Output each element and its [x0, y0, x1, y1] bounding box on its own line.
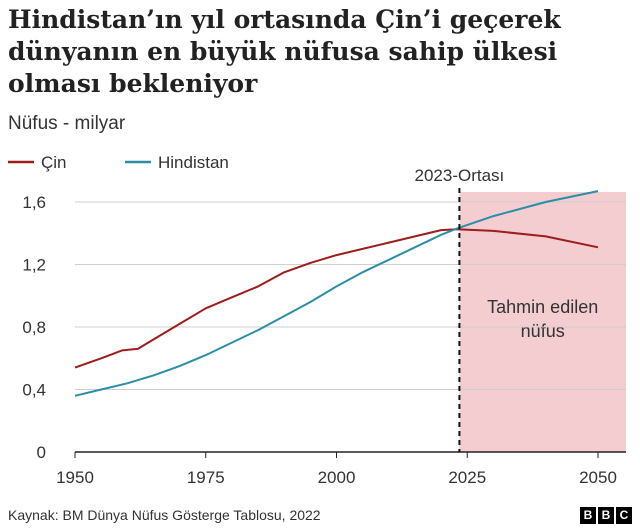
line-chart: Tahmin edilen nüfus 0 0,4 0,8 1,2 1,6 1950 1975… — [8, 153, 626, 487]
forecast-label-line: nüfus — [521, 321, 565, 341]
source-note: Kaynak: BM Dünya Nüfus Gösterge Tablosu,… — [8, 507, 321, 523]
y-tick-label: 1,6 — [22, 193, 46, 212]
y-tick-label: 0,8 — [22, 318, 46, 337]
marker-label: 2023-Ortası — [415, 166, 505, 185]
forecast-label: Tahmin edilen nüfus — [487, 297, 598, 341]
y-tick-label: 0,4 — [22, 381, 46, 400]
x-tick-label: 2000 — [318, 468, 356, 487]
y-tick-label: 1,2 — [22, 256, 46, 275]
logo-letter-b1: B — [580, 507, 596, 524]
series-line — [74, 190, 599, 397]
chart-title: Hindistan’ın yıl ortasında Çin’i geçerek… — [8, 5, 561, 98]
x-tick-label: 2050 — [579, 468, 617, 487]
x-tick-label: 1975 — [187, 468, 225, 487]
logo-letter-c: C — [616, 507, 632, 524]
forecast-label-line: Tahmin edilen — [487, 297, 598, 317]
logo-letter-b2: B — [598, 507, 614, 524]
legend-label: Hindistan — [158, 153, 229, 172]
x-tick-label: 2025 — [448, 468, 486, 487]
chart-subtitle: Nüfus - milyar — [8, 113, 126, 134]
legend-label: Çin — [41, 153, 67, 172]
y-tick-label: 0 — [37, 443, 46, 462]
x-tick-label: 1950 — [56, 468, 94, 487]
bbc-logo: B B C — [580, 507, 632, 524]
